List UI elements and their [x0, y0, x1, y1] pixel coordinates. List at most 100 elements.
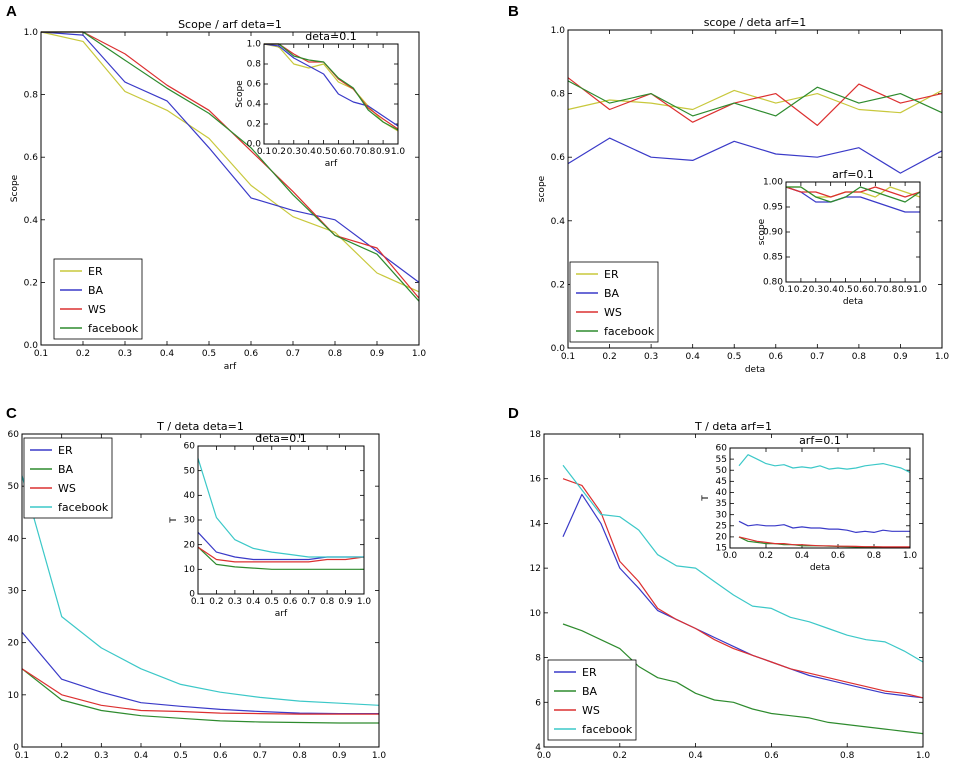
panel-a-main-y-tick-label: 0.4	[24, 216, 39, 226]
panel-a-inset-x-tick-label: 0.1	[257, 147, 271, 157]
panel-c-inset-x-tick-label: 0.2	[209, 597, 223, 607]
panel-d-inset-y-tick-label: 50	[716, 466, 728, 476]
panel-b-inset-x-tick-label: 0.3	[809, 285, 823, 295]
panel-c-inset-x-axis-label: arf	[275, 609, 288, 619]
panel-d-legend-label-er: ER	[582, 666, 597, 679]
panel-a-main-x-tick-label: 0.9	[370, 349, 385, 359]
panel-c-legend-label-ba: BA	[58, 463, 74, 476]
panel-d-inset-y-tick-label: 40	[716, 488, 728, 498]
panel-b-main-y-tick-label: 0.6	[551, 153, 566, 163]
panel-a-main-x-axis-label: arf	[224, 362, 237, 372]
panel-d-main-series-facebook	[562, 464, 924, 663]
panel-b-main-y-tick-label: 1.0	[551, 26, 566, 36]
panel-c-inset-x-tick-label: 1.0	[357, 597, 372, 607]
panel-d-inset-x-tick-label: 0.6	[831, 551, 846, 561]
panel-b-inset-x-tick-label: 0.4	[824, 285, 839, 295]
panel-c-main-x-tick-label: 1.0	[372, 751, 387, 761]
panel-a-inset-y-tick-label: 0.8	[247, 60, 262, 70]
panel-b-inset-x-tick-label: 0.7	[868, 285, 882, 295]
panel-a-letter: A	[6, 3, 17, 20]
panel-d-main-y-tick-label: 8	[535, 654, 541, 664]
panel-d-inset-x-tick-label: 0.4	[795, 551, 810, 561]
panel-a-inset-y-tick-label: 0.2	[247, 120, 261, 130]
panel-a-main-x-tick-label: 0.5	[202, 349, 216, 359]
panel-d-legend-box	[547, 659, 637, 741]
panel-d-legend-label-facebook: facebook	[582, 723, 633, 736]
panel-a-inset-x-tick-label: 0.6	[331, 147, 346, 157]
panel-d-main-x-tick-label: 0.6	[764, 751, 779, 761]
panel-a-inset-series-ba	[263, 43, 399, 127]
panel-d-main-series-er	[562, 493, 924, 699]
panel-d-inset-series-facebook	[738, 454, 911, 473]
panel-a-inset-x-tick-label: 0.8	[361, 147, 376, 157]
panel-c-main-y-tick-label: 30	[8, 587, 20, 597]
panel-c-inset-y-tick-label: 40	[184, 491, 196, 501]
panel-d-main-x-tick-label: 0.2	[613, 751, 627, 761]
panel-a: A0.1 0.2 0.3 0.4 0.5 0.6 0.7 0.8 0.9 1.00.00.20.4…	[6, 3, 426, 372]
panel-d-inset-y-tick-label: 60	[716, 444, 728, 454]
panel-b-legend-label-ba: BA	[604, 287, 620, 300]
panel-a-inset-title: deta=0.1	[305, 30, 357, 43]
panel-b-main-x-tick-label: 0.6	[769, 352, 784, 362]
panel-b-inset-x-tick-label: 1.0	[913, 285, 928, 295]
panel-d-legend-label-ba: BA	[582, 685, 598, 698]
panel-a-inset-y-axis-label: Scope	[235, 80, 245, 108]
panel-d-main-series-ws	[562, 478, 924, 699]
panel-a-inset-plot-frame	[263, 43, 399, 145]
panel-d-main-y-tick-label: 12	[530, 564, 541, 574]
panel-b-inset: 0.1 0.2 0.3 0.4 0.5 0.6 0.7 0.8 0.9 1.0 0.80 0.85 0.…	[757, 168, 927, 307]
panel-a-main-x-tick-label: 0.6	[244, 349, 259, 359]
panel-b-legend: ER BA WS facebook	[569, 261, 659, 343]
panel-a-main-y-tick-label: 0.2	[24, 278, 38, 288]
panel-b-inset-x-tick-label: 0.5	[838, 285, 852, 295]
panel-b-main-y-tick-label: 0.8	[551, 90, 566, 100]
panel-c-main-x-tick-label: 0.4	[134, 751, 149, 761]
panel-c-main-series-ws	[21, 668, 379, 715]
panel-b-inset-x-tick-label: 0.2	[794, 285, 808, 295]
panel-a-inset-x-axis-label: arf	[325, 159, 338, 169]
panel-a-main-series-ba	[40, 31, 420, 283]
panel-c-main-x-tick-label: 0.6	[213, 751, 228, 761]
panel-c-main-x-tick-label: 0.5	[174, 751, 188, 761]
panel-d-inset-title: arf=0.1	[799, 434, 841, 447]
panel-a-legend-label-ba: BA	[88, 284, 104, 297]
panel-d-main-x-tick-label: 0.8	[840, 751, 855, 761]
panel-b: B0.1 0.2 0.3 0.4 0.5 0.6 0.7 0.8 0.9 1.00.00.20.4…	[508, 3, 949, 375]
panel-b-main-series-facebook	[567, 80, 943, 117]
panel-c-main-y-tick-label: 0	[13, 743, 19, 753]
panel-c-inset-plot-frame	[197, 445, 365, 595]
panel-b-legend-box	[569, 261, 659, 343]
panel-b-main-y-axis-label: scope	[537, 175, 547, 202]
panel-b-main-y-tick-label: 0.2	[551, 280, 565, 290]
panel-c-legend: ER BA WS facebook	[23, 437, 113, 519]
panel-a-main-title: Scope / arf deta=1	[178, 18, 282, 31]
panel-a-inset-y-tick-label: 0.0	[247, 140, 262, 150]
panel-d-inset-y-axis-label: T	[701, 495, 711, 502]
panel-b-main-x-tick-label: 0.8	[852, 352, 867, 362]
panel-c-inset-series-ws	[197, 546, 365, 563]
panel-c-letter: C	[6, 405, 17, 422]
panel-a-legend-label-facebook: facebook	[88, 322, 139, 335]
panel-c-inset-title: deta=0.1	[255, 432, 307, 445]
panel-a-inset-y-tick-label: 0.4	[247, 100, 262, 110]
panel-c-main-y-tick-label: 40	[8, 534, 20, 544]
panel-a-inset-x-tick-label: 0.4	[302, 147, 317, 157]
panel-b-legend-label-facebook: facebook	[604, 325, 655, 338]
panel-b-main-plot-frame	[567, 29, 943, 349]
panel-b-inset-plot-background	[786, 182, 920, 282]
panel-d-main-y-tick-label: 18	[530, 430, 542, 440]
panel-a-legend-box	[53, 258, 143, 340]
panel-a-main-series-er	[40, 31, 420, 293]
panel-a-inset-x-tick-label: 1.0	[391, 147, 406, 157]
panel-c-main-y-tick-label: 10	[8, 691, 20, 701]
panel-d-main-y-tick-label: 4	[535, 743, 541, 753]
panel-d-inset-y-tick-label: 15	[716, 544, 727, 554]
panel-c-inset: 0.1 0.2 0.3 0.4 0.5 0.6 0.7 0.8 0.9 1.0 0 10 20 30 40 5…	[169, 432, 371, 619]
panel-c-main-y-tick-label: 20	[8, 639, 20, 649]
panel-a-legend-label-ws: WS	[88, 303, 106, 316]
panel-a-inset-y-tick-label: 0.6	[247, 80, 262, 90]
panel-b-main-x-tick-label: 0.9	[893, 352, 908, 362]
panel-b-legend-label-er: ER	[604, 268, 619, 281]
panel-d-main-x-tick-label: 0.0	[537, 751, 552, 761]
